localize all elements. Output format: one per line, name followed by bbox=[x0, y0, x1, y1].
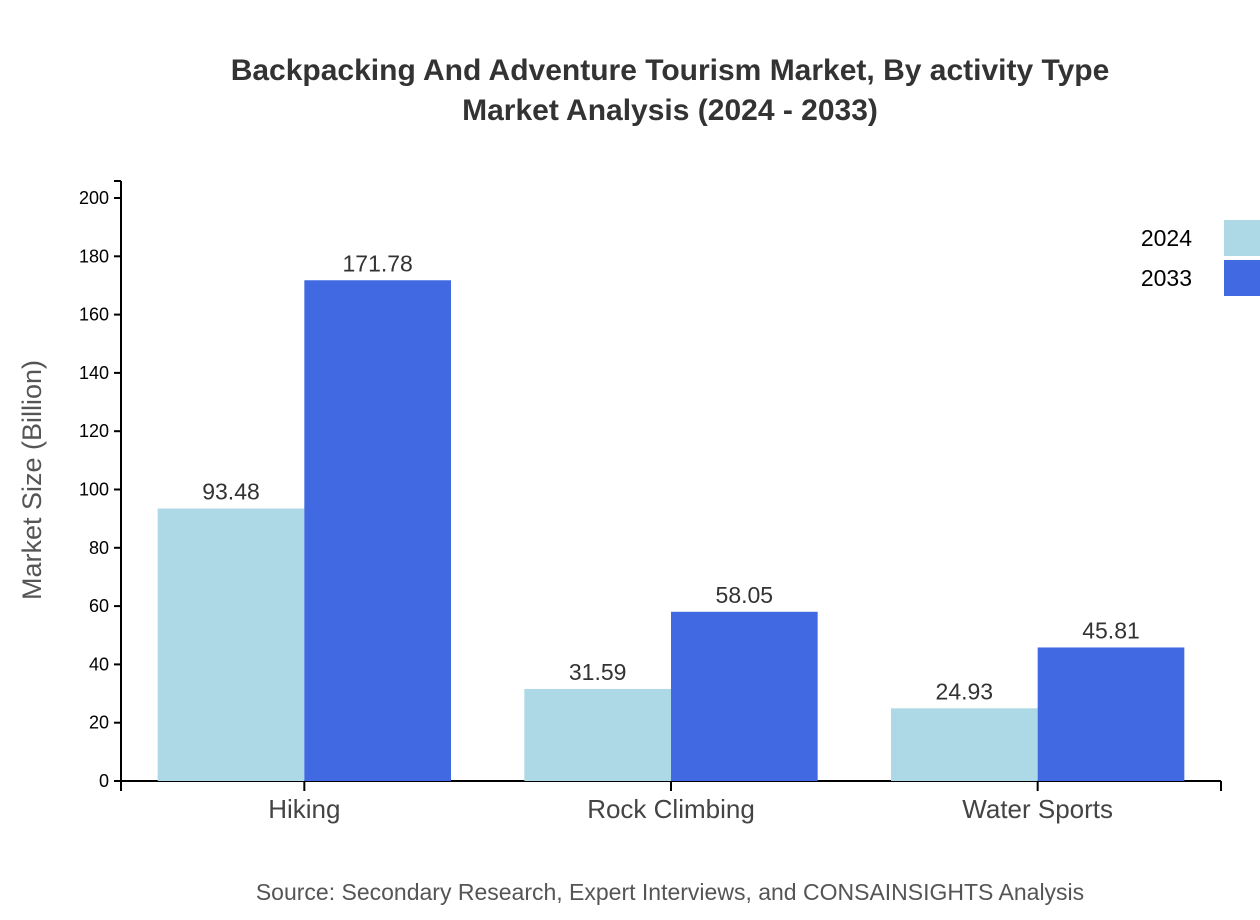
bar-2024 bbox=[157, 508, 305, 781]
y-tick-label: 100 bbox=[79, 480, 109, 500]
y-tick-label: 120 bbox=[79, 421, 109, 441]
bar-2033 bbox=[1037, 647, 1185, 781]
data-label: 45.81 bbox=[1082, 617, 1140, 643]
y-tick-label: 20 bbox=[89, 713, 109, 733]
x-tick-label: Water Sports bbox=[962, 794, 1113, 824]
x-tick-label: Hiking bbox=[268, 794, 340, 824]
legend-label: 2033 bbox=[1141, 265, 1192, 291]
data-label: 93.48 bbox=[202, 479, 260, 505]
legend-swatch bbox=[1224, 220, 1260, 256]
bar-2024 bbox=[524, 688, 671, 781]
y-tick-label: 60 bbox=[89, 596, 109, 616]
y-tick-label: 200 bbox=[79, 188, 109, 208]
y-axis-label: Market Size (Billion) bbox=[17, 360, 47, 600]
data-label: 24.93 bbox=[936, 678, 994, 704]
bar-2024 bbox=[891, 708, 1038, 781]
legend-label: 2024 bbox=[1141, 225, 1192, 251]
x-tick-label: Rock Climbing bbox=[587, 794, 755, 824]
source-note: Source: Secondary Research, Expert Inter… bbox=[256, 879, 1084, 905]
y-tick-label: 140 bbox=[79, 363, 109, 383]
y-tick-label: 40 bbox=[89, 654, 109, 674]
y-tick-label: 160 bbox=[79, 305, 109, 325]
bar-2033 bbox=[304, 280, 451, 781]
chart-title: Backpacking And Adventure Tourism Market… bbox=[231, 54, 1110, 87]
y-tick-label: 80 bbox=[89, 538, 109, 558]
legend-swatch bbox=[1224, 260, 1260, 296]
y-tick-label: 0 bbox=[99, 771, 109, 791]
data-label: 31.59 bbox=[569, 659, 627, 685]
chart-subtitle: Market Analysis (2024 - 2033) bbox=[462, 94, 878, 127]
bar-2033 bbox=[671, 611, 818, 781]
y-tick-label: 180 bbox=[79, 246, 109, 266]
data-label: 58.05 bbox=[716, 582, 774, 608]
data-label: 171.78 bbox=[342, 250, 412, 276]
